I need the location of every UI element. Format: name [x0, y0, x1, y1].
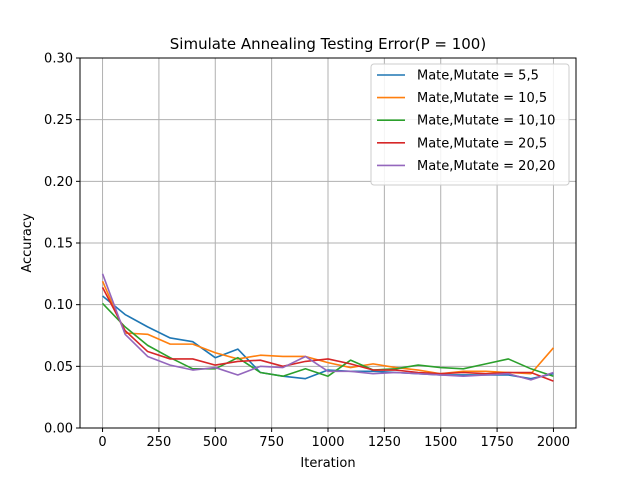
- x-tick-label: 0: [98, 435, 106, 450]
- series-line-3: [101, 302, 554, 378]
- x-tick-label: 1250: [368, 435, 401, 450]
- x-tick-label: 1750: [481, 435, 514, 450]
- legend-label: Mate,Mutate = 5,5: [417, 69, 539, 84]
- y-tick-label: 0.25: [44, 113, 73, 128]
- legend-label: Mate,Mutate = 20,5: [417, 136, 547, 151]
- y-axis-label: Accuracy: [20, 213, 35, 273]
- legend-label: Mate,Mutate = 20,20: [417, 159, 555, 174]
- y-tick-label: 0.20: [44, 175, 73, 190]
- series-line-5: [101, 273, 554, 381]
- y-tick-label: 0.15: [44, 237, 73, 252]
- x-tick-label: 2000: [537, 435, 570, 450]
- y-axis-ticks: 0.00 0.05 0.10 0.15 0.20 0.25 0.30: [44, 52, 80, 437]
- y-tick-label: 0.30: [44, 52, 73, 67]
- y-tick-label: 0.00: [44, 422, 73, 437]
- x-tick-label: 1000: [311, 435, 344, 450]
- series-line-2: [101, 280, 555, 375]
- legend-label: Mate,Mutate = 10,10: [417, 114, 555, 129]
- x-tick-label: 1500: [424, 435, 457, 450]
- series-lines: [101, 273, 555, 382]
- x-axis-ticks: 0 250 500 750 1000 1250 1500 1750 2000: [98, 428, 570, 450]
- series-line-4: [101, 287, 554, 382]
- x-tick-label: 750: [259, 435, 284, 450]
- legend-label: Mate,Mutate = 10,5: [417, 91, 547, 106]
- y-tick-label: 0.10: [44, 298, 73, 313]
- x-tick-label: 500: [203, 435, 228, 450]
- chart-title: Simulate Annealing Testing Error(P = 100…: [170, 35, 486, 53]
- legend: Mate,Mutate = 5,5 Mate,Mutate = 10,5 Mate,…: [370, 63, 570, 186]
- y-tick-label: 0.05: [44, 360, 73, 375]
- x-tick-label: 250: [146, 435, 171, 450]
- legend-box: [370, 63, 570, 186]
- x-axis-label: Iteration: [300, 456, 355, 471]
